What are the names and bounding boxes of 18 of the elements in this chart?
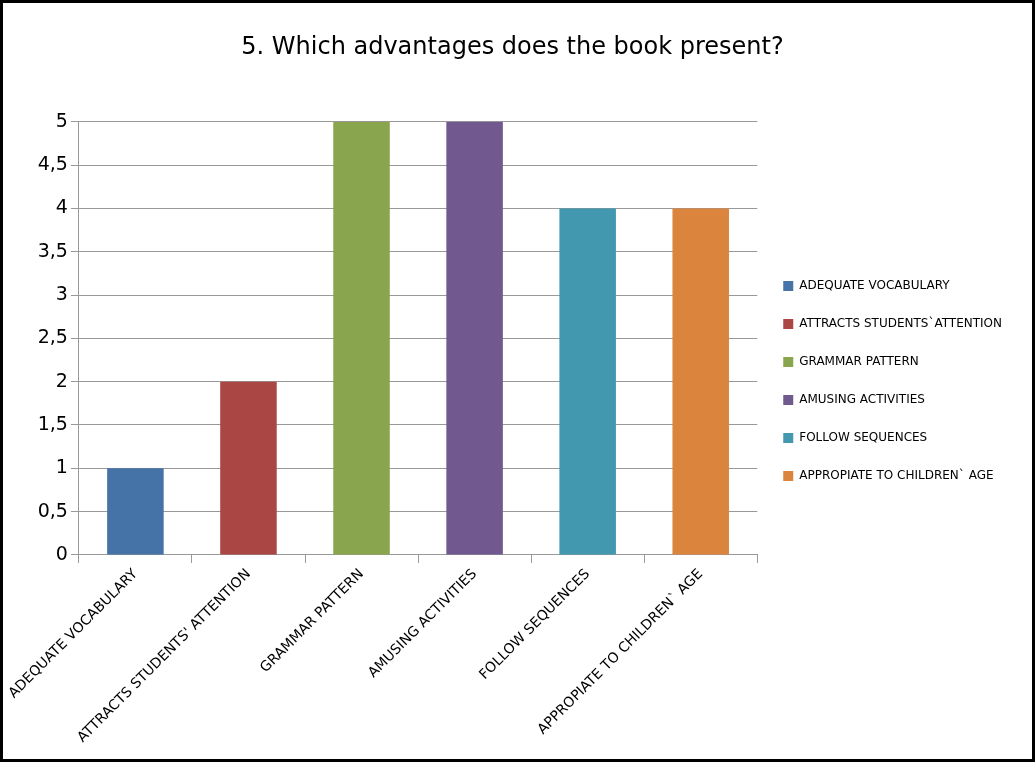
y-tick-label: 2,5 (37, 325, 68, 348)
y-tick-label: 3 (55, 281, 68, 304)
y-tick-label: 5 (55, 108, 68, 131)
y-tick-label: 1 (55, 455, 68, 478)
legend-label: GRAMMAR PATTERN (799, 354, 919, 369)
y-tick-label: 2 (55, 368, 68, 391)
legend-label: FOLLOW SEQUENCES (799, 430, 928, 445)
y-tick-label: 0 (55, 541, 68, 564)
y-tick-label: 4,5 (37, 152, 68, 175)
y-tick-label: 1,5 (37, 411, 68, 434)
y-tick-label: 4 (55, 195, 68, 218)
chart-title: 5. Which advantages does the book present? (241, 31, 784, 60)
legend-label: AMUSING ACTIVITIES (799, 392, 925, 407)
legend-label: ADEQUATE VOCABULARY (799, 278, 951, 293)
y-tick-label: 3,5 (37, 238, 68, 261)
legend-label: APPROPIATE TO CHILDREN` AGE (799, 468, 994, 483)
legend-label: ATTRACTS STUDENTS`ATTENTION (799, 316, 1003, 331)
y-tick-label: 0,5 (37, 498, 68, 521)
